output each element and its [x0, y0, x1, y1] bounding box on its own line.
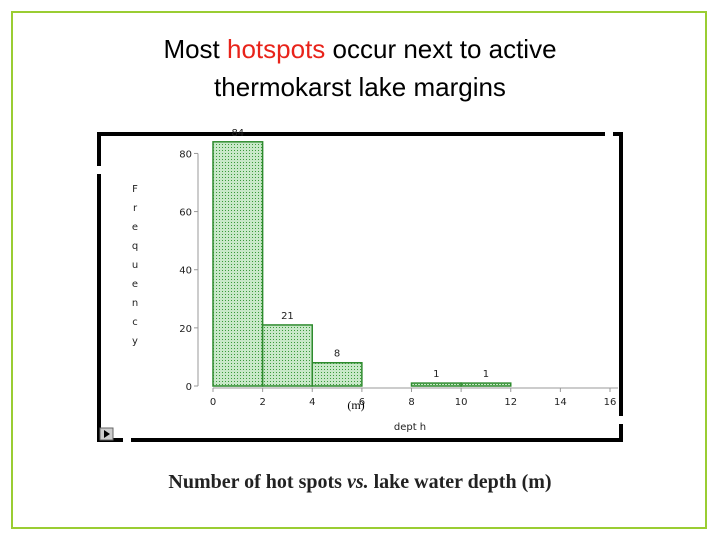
caption-lead: Number of hot spots [168, 471, 342, 493]
y-tick-label: 40 [179, 266, 192, 277]
value-label: 1 [433, 369, 439, 380]
caption-rest: lake water depth (m) [374, 471, 552, 493]
slide-border [11, 11, 707, 529]
value-label: 21 [281, 311, 294, 322]
title: Most hotspots occur next to active [163, 34, 556, 64]
x-tick-label: 0 [210, 397, 216, 408]
bar [311, 361, 363, 387]
x-tick-label: 2 [259, 397, 265, 408]
x-tick-label: 12 [504, 397, 517, 408]
caption: Number of hot spots vs. lake water depth… [168, 471, 551, 493]
y-axis-label: Frequency [130, 184, 141, 355]
chart-frame [97, 132, 623, 442]
title-line: thermokarst lake margins [214, 72, 506, 102]
x-tick-label: 4 [309, 397, 315, 408]
x-axis-label: dept h [394, 422, 426, 433]
bar [460, 382, 512, 387]
y-tick-label: 0 [186, 382, 192, 393]
bar [261, 324, 313, 387]
annotation: (m) [347, 398, 364, 412]
value-label: 84 [231, 128, 244, 139]
x-tick-label: 8 [408, 397, 414, 408]
x-tick-label: 14 [554, 397, 567, 408]
bar [410, 382, 462, 387]
title-highlight: hotspots [227, 34, 325, 64]
value-label: 8 [334, 349, 340, 360]
bar [212, 141, 264, 387]
title-rest: occur next to active [333, 34, 557, 64]
value-label: 1 [483, 369, 489, 380]
y-tick-label: 80 [179, 149, 192, 160]
y-tick-label: 20 [179, 324, 192, 335]
play-arrow [104, 430, 110, 438]
y-tick-label: 60 [179, 208, 192, 219]
title-lead: Most [163, 34, 220, 64]
x-tick-label: 16 [604, 397, 617, 408]
caption-italic: vs. [347, 471, 369, 493]
x-tick-label: 6 [359, 397, 365, 408]
x-tick-label: 10 [455, 397, 468, 408]
